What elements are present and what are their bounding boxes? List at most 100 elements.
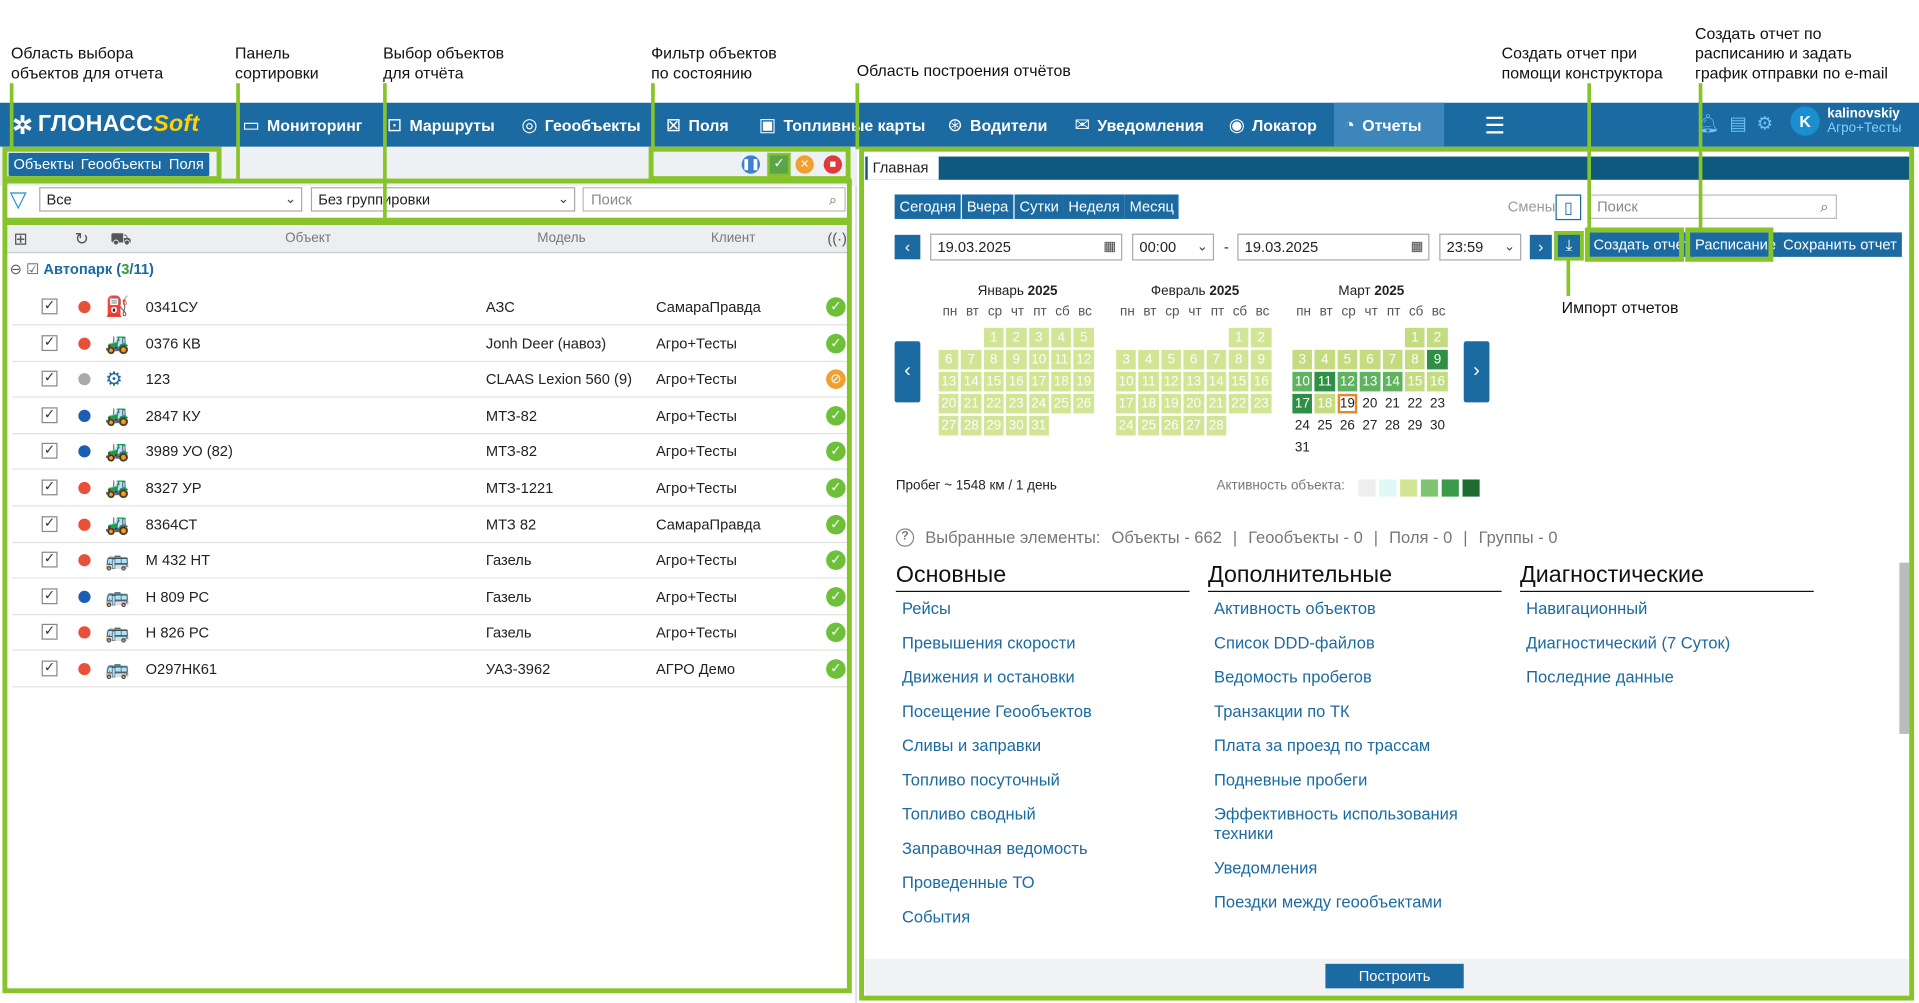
build-button[interactable]: Построить [1325,963,1464,989]
calendar-day[interactable]: 19 [1073,371,1094,392]
calendar-day[interactable]: 26 [1073,393,1094,414]
calendar-day[interactable]: 2 [1006,327,1027,348]
calendar-day[interactable]: 11 [1314,371,1335,392]
calendar-day[interactable]: 5 [1161,349,1182,370]
period-yesterday-button[interactable]: Вчера [961,194,1014,219]
calendar-day[interactable]: 13 [938,371,959,392]
calendar-day[interactable]: 7 [1382,349,1403,370]
calendar-day[interactable]: 14 [1382,371,1403,392]
calendar-prev-button[interactable]: ‹ [894,341,921,403]
time-to-select[interactable]: 23:59 ⌄ [1439,233,1522,261]
object-search-input[interactable]: Поиск ⌕ [582,187,846,212]
calendar-day[interactable]: 4 [1138,349,1159,370]
calendar-day[interactable]: 21 [961,393,982,414]
calendar-day[interactable]: 4 [1051,327,1072,348]
calendar-day[interactable]: 2 [1251,327,1272,348]
lock-filter-icon[interactable]: ■ [823,155,843,174]
table-row[interactable]: ✓ 🚌 Н 826 РС Газель Агро+Тесты ✓ [12,615,849,652]
row-checkbox[interactable]: ✓ [41,479,58,496]
report-link[interactable]: Диагностический (7 Суток) [1526,633,1731,652]
row-checkbox[interactable]: ✓ [41,551,58,568]
report-link[interactable]: Превышения скорости [901,633,1076,652]
report-link[interactable]: Ведомость пробегов [1214,667,1372,687]
calendar-day[interactable]: 27 [1183,415,1204,436]
calendar-day[interactable]: 8 [1404,349,1425,370]
calendar-day[interactable]: 31 [1292,437,1313,458]
calendar-day[interactable]: 18 [1051,371,1072,392]
report-link[interactable]: Уведомления [1214,858,1318,878]
calendar-day[interactable]: 6 [1183,349,1204,370]
table-row[interactable]: ✓ 🚜 8327 УР МТЗ-1221 Агро+Тесты ✓ [12,470,849,507]
select-all-icon[interactable]: ⊞ [13,228,28,249]
row-checkbox[interactable]: ✓ [41,407,58,423]
terminal-icon[interactable]: ▤ [1729,113,1747,135]
nav-monitoring[interactable]: ▭ Мониторинг [242,114,363,136]
calendar-day[interactable]: 16 [1006,371,1027,392]
calendar-day[interactable]: 29 [983,415,1004,436]
help-icon[interactable]: ? [895,528,915,547]
report-link[interactable]: Поездки между геообъектами [1214,892,1443,912]
calendar-day[interactable]: 3 [1116,349,1137,370]
calendar-day[interactable]: 1 [1228,327,1249,348]
filter-icon[interactable]: ▽ [9,187,27,212]
period-week-button[interactable]: Неделя [1063,194,1125,219]
nav-geoobjects[interactable]: ◎ Геообъекты [521,114,641,136]
calendar-day[interactable]: 25 [1138,415,1159,436]
table-row[interactable]: ✓ 🚜 8364СТ МТЗ 82 СамараПравда ✓ [12,506,849,543]
calendar-day[interactable]: 13 [1183,371,1204,392]
table-row[interactable]: ✓ ⚙ 123 CLAAS Lexion 560 (9) Агро+Тесты ⊘ [12,361,849,398]
calendar-day[interactable]: 15 [1404,371,1425,392]
menu-icon[interactable]: ☰ [1484,113,1506,140]
nav-routes[interactable]: ⊡ Маршруты [386,114,495,136]
row-checkbox[interactable]: ✓ [41,443,58,460]
report-link[interactable]: Заправочная ведомость [901,839,1088,858]
calendar-day[interactable]: 13 [1359,371,1380,392]
report-link[interactable]: Активность объектов [1214,599,1376,618]
calendar-day[interactable]: 18 [1138,393,1159,414]
calendar-day[interactable]: 16 [1251,371,1272,392]
calendar-day[interactable]: 17 [1292,393,1313,414]
report-link[interactable]: Транзакции по ТК [1214,702,1350,721]
report-link[interactable]: Проведенные ТО [901,873,1035,892]
tab-geoobjects[interactable]: Геообъекты [75,152,167,177]
calendar-day[interactable]: 8 [1228,349,1249,370]
calendar-day[interactable]: 1 [983,327,1004,348]
filter-select[interactable]: Все ⌄ [39,187,303,212]
report-link[interactable]: Навигационный [1526,599,1648,618]
calendar-day[interactable]: 22 [1404,393,1425,414]
report-link[interactable]: Последние данные [1526,667,1674,687]
report-link[interactable]: Движения и остановки [901,667,1075,687]
calendar-day[interactable]: 28 [1206,415,1227,436]
calendar-day[interactable]: 7 [1206,349,1227,370]
calendar-day[interactable]: 17 [1116,393,1137,414]
report-link[interactable]: Эффективность использования техники [1214,804,1458,843]
calendar-day[interactable]: 6 [938,349,959,370]
nav-notifications[interactable]: ✉ Уведомления [1074,114,1204,136]
nav-reports[interactable]: ◔ Отчеты [1333,102,1445,147]
col-client[interactable]: Клиент [711,231,756,246]
calendar-day[interactable]: 12 [1161,371,1182,392]
tab-objects[interactable]: Объекты [8,152,79,177]
calendar-day[interactable]: 27 [938,415,959,436]
grouping-select[interactable]: Без группировки ⌄ [310,187,576,212]
calendar-day[interactable]: 28 [1382,415,1403,436]
row-checkbox[interactable]: ✓ [41,624,58,641]
bookmark-icon[interactable]: ▯ [1555,194,1582,221]
calendar-day[interactable]: 21 [1206,393,1227,414]
calendar-day[interactable]: 15 [983,371,1004,392]
calendar-day[interactable]: 2 [1427,327,1448,348]
calendar-day[interactable]: 24 [1292,415,1313,436]
report-search-input[interactable]: Поиск ⌕ [1588,194,1837,219]
calendar-day[interactable]: 31 [1028,415,1049,436]
table-row[interactable]: ✓ 🚜 0376 КВ Jonh Deer (навоз) Агро+Тесты ✓ [12,325,849,362]
calendar-day[interactable]: 3 [1028,327,1049,348]
ok-filter-icon[interactable]: ✓ [767,152,791,177]
user-block[interactable]: K kalinovskiy Агро+Тесты [1790,106,1901,136]
nav-fuel-cards[interactable]: ▣ Топливные карты [758,114,926,136]
table-row[interactable]: ✓ 🚜 3989 УО (82) МТЗ-82 Агро+Тесты ✓ [12,433,849,471]
row-checkbox[interactable]: ✓ [41,334,58,351]
refresh-icon[interactable]: ↻ [74,228,90,249]
schedule-button[interactable]: Расписание [1690,232,1781,257]
app-logo[interactable]: ✲ ГЛОНАСС Soft [12,103,199,147]
calendar-day[interactable]: 3 [1292,349,1313,370]
